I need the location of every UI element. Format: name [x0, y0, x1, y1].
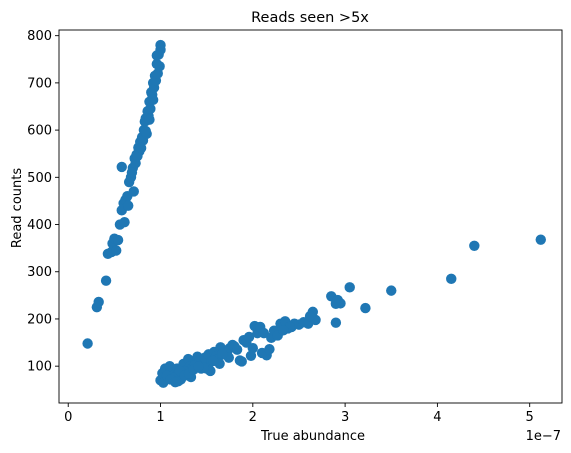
- x-tick-label: 3: [341, 410, 349, 425]
- data-point: [264, 343, 275, 355]
- data-point: [154, 61, 165, 72]
- x-tick-label: 1: [156, 410, 164, 425]
- x-tick-label: 4: [433, 410, 441, 425]
- x-axis-ticks: 0 1 2 3 4 5: [64, 403, 534, 425]
- y-tick-label: 800: [27, 29, 52, 44]
- data-point: [330, 298, 342, 310]
- data-point: [217, 348, 228, 360]
- data-point: [193, 361, 204, 372]
- data-point: [231, 344, 243, 355]
- data-point: [147, 94, 159, 106]
- data-point: [236, 356, 247, 367]
- data-point: [344, 282, 355, 293]
- data-point: [111, 245, 122, 256]
- data-point: [360, 302, 371, 314]
- data-point: [123, 200, 134, 211]
- data-point: [93, 296, 104, 308]
- y-tick-label: 200: [27, 312, 52, 327]
- data-point: [145, 103, 156, 115]
- data-point: [278, 325, 289, 336]
- y-tick-label: 300: [27, 265, 52, 280]
- data-point: [243, 331, 255, 343]
- chart-title: Reads seen >5x: [251, 10, 369, 26]
- data-point: [128, 186, 139, 197]
- x-axis-offset-label: 1e−7: [526, 429, 561, 444]
- data-point: [446, 273, 457, 285]
- y-tick-label: 600: [27, 124, 52, 139]
- plot-frame: [58, 29, 563, 404]
- data-point: [535, 234, 546, 245]
- x-axis-label: True abundance: [260, 429, 365, 444]
- y-tick-label: 100: [27, 360, 52, 375]
- data-point: [304, 310, 316, 322]
- x-tick-label: 5: [526, 410, 534, 425]
- data-point: [112, 234, 124, 246]
- data-point: [126, 167, 138, 178]
- data-point: [132, 150, 143, 162]
- data-point: [170, 377, 181, 388]
- y-tick-label: 400: [27, 218, 52, 233]
- data-point: [207, 355, 219, 367]
- x-tick-label: 2: [249, 410, 257, 425]
- data-point: [119, 216, 130, 228]
- data-point: [469, 240, 480, 251]
- y-tick-label: 500: [27, 171, 52, 186]
- data-points: [82, 39, 546, 388]
- data-point: [144, 114, 155, 125]
- data-point: [386, 285, 397, 296]
- y-axis-ticks: 100 200 300 400 500 600 700 800: [27, 29, 59, 375]
- x-tick-label: 0: [64, 410, 72, 425]
- data-point: [82, 338, 93, 349]
- data-point: [100, 275, 112, 286]
- data-point: [116, 161, 127, 173]
- data-point: [135, 142, 147, 154]
- data-point: [330, 317, 342, 328]
- y-tick-label: 700: [27, 76, 52, 91]
- data-point: [245, 350, 257, 361]
- data-point: [258, 327, 270, 339]
- data-point: [151, 50, 163, 61]
- data-point: [140, 125, 151, 137]
- y-axis-label: Read counts: [10, 168, 25, 248]
